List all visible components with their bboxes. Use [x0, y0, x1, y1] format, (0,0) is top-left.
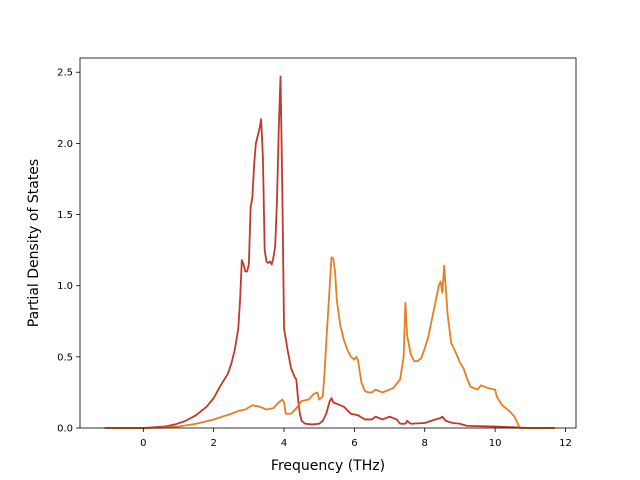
x-tick-label: 0: [140, 438, 146, 449]
x-axis-label: Frequency (THz): [271, 458, 385, 474]
y-axis-ticks: 0.0 0.5 1.0 1.5 2.0 2.5: [57, 68, 80, 435]
x-tick-label: 12: [559, 438, 572, 449]
x-tick-label: 6: [351, 438, 357, 449]
x-axis-ticks: 0 2 4 6 8 10 12: [140, 428, 572, 449]
series-line-2: [104, 256, 555, 429]
x-tick-label: 2: [210, 438, 216, 449]
y-tick-label: 0.5: [57, 352, 73, 363]
y-tick-label: 2.5: [57, 68, 73, 79]
series-layer: [104, 75, 555, 429]
y-tick-label: 0.0: [57, 424, 73, 435]
y-tick-label: 1.5: [57, 210, 73, 221]
y-tick-label: 1.0: [57, 281, 73, 292]
x-tick-label: 8: [422, 438, 428, 449]
y-axis-label: Partial Density of States: [26, 159, 42, 327]
x-tick-label: 10: [489, 438, 502, 449]
series-line-1: [104, 75, 555, 429]
x-tick-label: 4: [281, 438, 287, 449]
plot-frame: [79, 57, 577, 429]
y-tick-label: 2.0: [57, 139, 73, 150]
